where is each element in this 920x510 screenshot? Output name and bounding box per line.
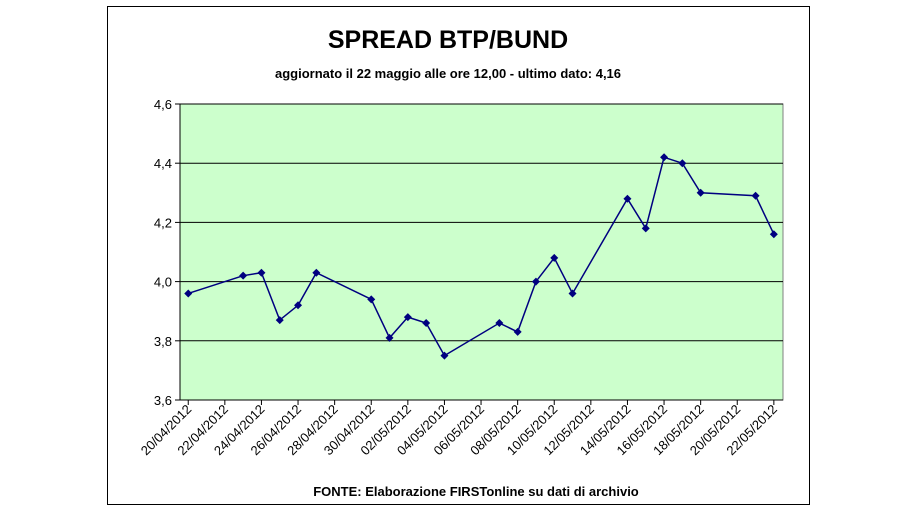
data-point [513,327,522,336]
data-point [422,319,431,328]
data-point [769,230,778,239]
data-point [531,277,540,286]
data-point [239,271,248,280]
y-tick-label: 4,2 [154,215,172,230]
data-point [385,333,394,342]
chart-title: SPREAD BTP/BUND [328,26,568,54]
data-point [495,319,504,328]
data-point [294,301,303,310]
data-point [641,224,650,233]
data-point [568,289,577,298]
data-point [660,153,669,162]
data-point [312,268,321,277]
data-point [550,253,559,262]
source-note: FONTE: Elaborazione FIRSTonline su dati … [313,484,639,499]
data-point [257,268,266,277]
data-point [696,188,705,197]
y-tick-label: 3,6 [154,393,172,408]
y-tick-label: 4,4 [154,156,172,171]
y-tick-label: 4,0 [154,275,172,290]
plot-background [179,103,784,401]
data-point [403,313,412,322]
data-point [678,159,687,168]
data-point [367,295,376,304]
chart-subtitle: aggiornato il 22 maggio alle ore 12,00 -… [275,66,621,81]
data-point [184,289,193,298]
data-point [275,316,284,325]
data-point [623,194,632,203]
data-point [440,351,449,360]
data-point [751,191,760,200]
y-tick-label: 3,8 [154,334,172,349]
y-tick-label: 4,6 [154,97,172,112]
